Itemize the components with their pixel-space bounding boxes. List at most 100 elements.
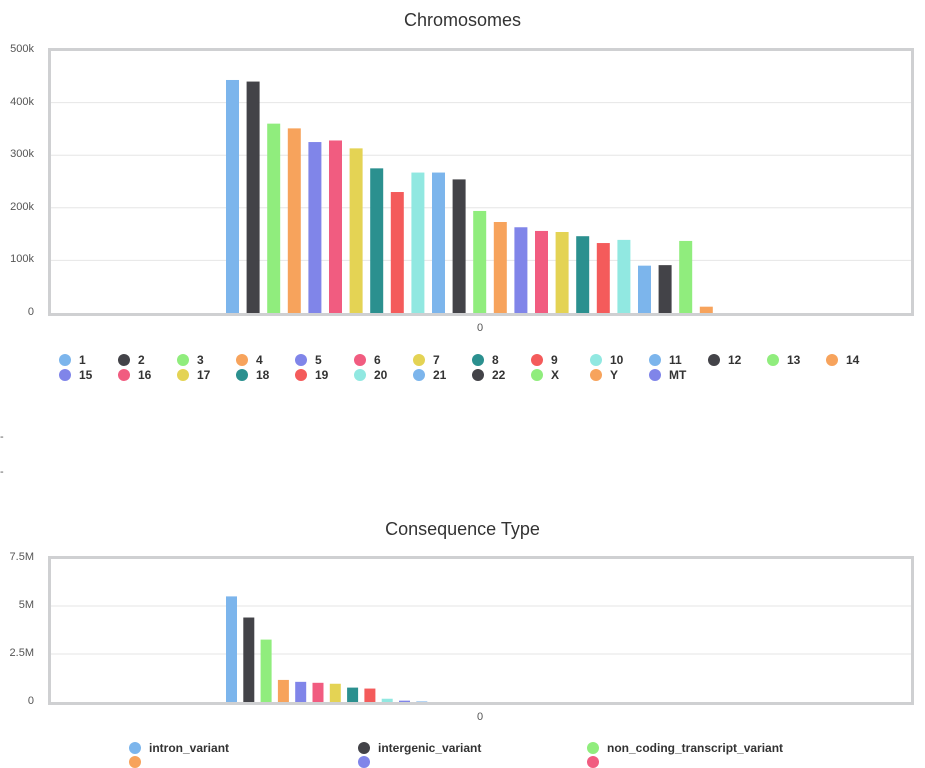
legend-item-10[interactable]: 10 — [590, 353, 623, 367]
bar-0-18[interactable] — [596, 243, 610, 313]
legend-label: 22 — [492, 368, 506, 382]
legend-label: 18 — [256, 368, 270, 382]
legend-marker-icon — [767, 354, 779, 366]
legend-marker-icon — [358, 742, 370, 754]
bar-0-19[interactable] — [617, 239, 631, 313]
bar-1-3[interactable] — [277, 679, 289, 702]
legend-label: 15 — [79, 368, 93, 382]
legend-item-9[interactable]: 9 — [531, 353, 558, 367]
bar-0-0[interactable] — [226, 79, 239, 314]
bar-0-9[interactable] — [411, 172, 425, 313]
y-tick-label: 7.5M — [9, 551, 34, 563]
legend-item-22[interactable]: 22 — [472, 368, 505, 382]
legend-marker-icon — [708, 354, 720, 366]
bar-0-21[interactable] — [658, 265, 672, 313]
bar-1-0[interactable] — [226, 596, 237, 702]
bar-0-15[interactable] — [535, 230, 548, 313]
bar-0-8[interactable] — [390, 192, 404, 313]
bar-1-4[interactable] — [295, 681, 307, 702]
bar-1-10[interactable] — [399, 700, 410, 702]
bar-1-11[interactable] — [416, 701, 428, 702]
legend-marker-icon — [587, 756, 599, 768]
legend-item-5[interactable]: 5 — [295, 353, 322, 367]
legend-item-17[interactable]: 17 — [177, 368, 210, 382]
legend-item-Y[interactable]: Y — [590, 368, 618, 382]
legend-item-20[interactable]: 20 — [354, 368, 387, 382]
legend-marker-icon — [59, 354, 71, 366]
bar-0-1[interactable] — [246, 81, 260, 313]
legend-item-8[interactable]: 8 — [472, 353, 499, 367]
legend-item-13[interactable]: 13 — [767, 353, 800, 367]
legend-label: 19 — [315, 368, 329, 382]
bar-1-7[interactable] — [347, 687, 359, 702]
legend-item-X[interactable]: X — [531, 368, 559, 382]
y-tick-label: 5M — [18, 599, 34, 611]
legend-label: 2 — [138, 353, 145, 367]
bar-0-22[interactable] — [679, 240, 693, 313]
legend-label: Y — [610, 368, 619, 382]
bar-0-13[interactable] — [493, 222, 507, 313]
bar-1-2[interactable] — [260, 639, 272, 702]
bar-0-4[interactable] — [308, 142, 322, 313]
legend-item-11[interactable]: 11 — [649, 353, 682, 367]
legend-label: 12 — [728, 353, 742, 367]
legend-label: MT — [669, 368, 687, 382]
legend-label: 8 — [492, 353, 499, 367]
legend-item-14[interactable]: 14 — [826, 353, 859, 367]
legend-label: 3 — [197, 353, 204, 367]
legend-item-12[interactable]: 12 — [708, 353, 741, 367]
bar-0-5[interactable] — [329, 140, 342, 313]
bar-1-5[interactable] — [312, 682, 324, 702]
legend-item-2[interactable]: 2 — [118, 353, 145, 367]
legend-item-15[interactable]: 15 — [59, 368, 92, 382]
bar-0-20[interactable] — [638, 265, 651, 313]
legend-marker-icon — [472, 354, 484, 366]
legend-item-3[interactable]: 3 — [177, 353, 204, 367]
bar-1-6[interactable] — [329, 683, 341, 702]
legend-item-7[interactable]: 7 — [413, 353, 440, 367]
legend-marker-icon — [295, 354, 307, 366]
legend-item-intron_variant[interactable]: intron_variant — [129, 741, 229, 755]
legend-item-6[interactable]: 6 — [354, 353, 381, 367]
chromosomes-x-tick: 0 — [476, 322, 484, 334]
legend-item-1[interactable]: 1 — [59, 353, 86, 367]
bar-1-8[interactable] — [364, 688, 376, 702]
bar-1-1[interactable] — [243, 617, 255, 702]
legend-label: 4 — [256, 353, 263, 367]
y-tick-label: 0 — [27, 306, 34, 318]
chromosomes-bars — [51, 79, 911, 314]
legend-marker-icon — [826, 354, 838, 366]
legend-label: 6 — [374, 353, 381, 367]
legend-label: 21 — [433, 368, 447, 382]
bar-0-12[interactable] — [473, 210, 487, 313]
legend-marker-icon — [118, 369, 130, 381]
bar-0-6[interactable] — [349, 148, 363, 313]
legend-label: intergenic_variant — [378, 741, 482, 755]
legend-item-MT[interactable]: MT — [649, 368, 686, 382]
legend-marker-icon — [354, 369, 366, 381]
bar-0-7[interactable] — [370, 168, 384, 313]
legend-label: 7 — [433, 353, 440, 367]
legend-item-16[interactable]: 16 — [118, 368, 151, 382]
legend-label: 14 — [846, 353, 860, 367]
bar-0-3[interactable] — [287, 128, 301, 313]
legend-label: 10 — [610, 353, 624, 367]
legend-item-intergenic_variant[interactable]: intergenic_variant — [358, 741, 481, 755]
legend-marker-icon — [590, 369, 602, 381]
bar-0-11[interactable] — [452, 179, 466, 313]
bar-0-2[interactable] — [267, 123, 281, 313]
bar-0-16[interactable] — [555, 231, 569, 313]
consequence-x-tick: 0 — [476, 711, 484, 723]
bar-1-9[interactable] — [381, 698, 393, 702]
legend-item-4[interactable]: 4 — [236, 353, 263, 367]
legend-marker-icon — [472, 369, 484, 381]
bar-0-10[interactable] — [432, 172, 445, 313]
legend-item-18[interactable]: 18 — [236, 368, 269, 382]
bar-0-17[interactable] — [576, 236, 590, 313]
legend-item-19[interactable]: 19 — [295, 368, 328, 382]
legend-marker-icon — [531, 354, 543, 366]
bar-0-14[interactable] — [514, 227, 528, 313]
bar-0-23[interactable] — [699, 306, 713, 313]
legend-item-21[interactable]: 21 — [413, 368, 446, 382]
legend-item-non_coding_transcript_variant[interactable]: non_coding_transcript_variant — [587, 741, 783, 755]
